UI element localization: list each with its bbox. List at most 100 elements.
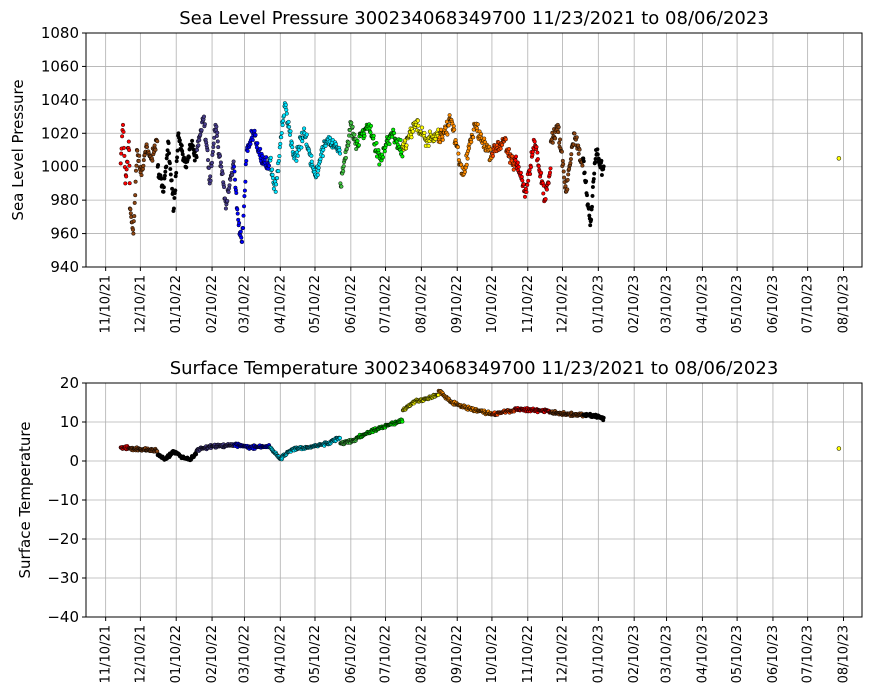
data-point	[124, 167, 129, 172]
data-point	[127, 148, 132, 153]
data-point	[309, 153, 314, 158]
y-axis-label: Surface Temperature	[16, 422, 34, 579]
data-point	[318, 157, 323, 162]
x-tick-label: 03/10/23	[660, 275, 675, 333]
data-point	[349, 120, 354, 125]
data-point	[241, 204, 247, 209]
series	[127, 445, 160, 454]
data-point	[482, 136, 487, 141]
data-point	[177, 138, 182, 143]
data-point	[316, 165, 321, 170]
data-point	[289, 141, 294, 146]
data-point	[216, 145, 221, 150]
data-point	[299, 145, 304, 150]
data-point	[548, 166, 553, 171]
data-point	[209, 160, 215, 165]
data-point	[166, 141, 171, 146]
data-point	[532, 139, 537, 144]
x-tick-label: 07/10/23	[801, 625, 816, 683]
data-point	[451, 124, 456, 129]
data-point	[524, 189, 529, 195]
data-point	[121, 129, 126, 134]
data-point	[599, 172, 604, 178]
data-point	[235, 207, 240, 212]
data-point	[179, 143, 184, 148]
y-tick-label: 1080	[41, 24, 79, 42]
x-tick-label: 06/10/23	[766, 625, 781, 683]
series	[513, 406, 553, 415]
x-tick-label: 08/10/23	[836, 625, 851, 683]
series	[155, 448, 199, 463]
data-point	[240, 239, 245, 244]
data-point	[562, 175, 567, 180]
data-point	[302, 126, 307, 131]
data-point	[447, 113, 452, 118]
data-point	[528, 165, 534, 170]
y-tick-label: 980	[50, 191, 79, 209]
data-point	[568, 157, 573, 162]
data-point	[241, 225, 246, 231]
data-point	[595, 152, 600, 157]
data-point	[235, 211, 240, 216]
data-point	[516, 164, 521, 169]
data-point	[141, 163, 146, 168]
data-point	[577, 147, 582, 152]
x-tick-label: 05/10/22	[308, 275, 323, 333]
series	[267, 435, 343, 462]
temperature-chart: −40 −30 −20 −10 0 10 20 11/10/21 12/10/21 01/10/2…	[16, 358, 863, 683]
data-point	[239, 235, 244, 240]
data-point	[522, 194, 528, 199]
data-point	[121, 145, 126, 150]
data-point	[230, 172, 235, 177]
data-point	[544, 187, 549, 192]
data-point	[295, 153, 300, 158]
data-point	[275, 176, 280, 181]
data-point	[543, 197, 548, 202]
data-point	[211, 141, 216, 146]
data-point	[127, 163, 132, 168]
data-point	[574, 135, 579, 140]
series	[436, 113, 494, 178]
x-tick-label: 01/10/23	[591, 625, 606, 683]
series	[581, 147, 606, 228]
y-tick-label: 10	[60, 413, 79, 431]
chart-title: Surface Temperature 300234068349700 11/2…	[170, 358, 779, 379]
data-point	[528, 171, 533, 177]
data-point	[541, 191, 546, 196]
data-point	[599, 158, 604, 163]
data-point	[270, 172, 275, 177]
x-tick-label: 07/10/23	[801, 275, 816, 333]
data-point	[595, 147, 600, 152]
data-point	[337, 436, 343, 441]
data-point	[420, 125, 425, 130]
series	[400, 118, 441, 152]
data-point	[355, 138, 360, 143]
data-point	[590, 184, 595, 190]
data-point	[194, 452, 199, 457]
data-point	[276, 169, 281, 174]
data-point	[309, 159, 314, 164]
data-point	[400, 154, 405, 159]
data-point	[130, 227, 136, 232]
data-point	[141, 158, 146, 163]
data-point	[134, 163, 139, 168]
data-point	[205, 158, 211, 163]
data-point	[190, 138, 195, 143]
x-tick-label: 03/10/22	[237, 625, 252, 683]
data-point	[184, 165, 189, 170]
data-point	[590, 193, 595, 198]
data-point	[220, 171, 225, 176]
data-point	[243, 179, 248, 184]
data-point	[139, 173, 144, 178]
data-point	[168, 166, 173, 172]
data-point	[172, 195, 177, 201]
data-point	[231, 164, 237, 169]
data-point	[400, 419, 405, 424]
data-point	[382, 149, 387, 154]
data-point	[150, 158, 155, 163]
series	[581, 411, 606, 423]
data-point	[169, 178, 174, 183]
plot-frame	[85, 32, 863, 268]
data-point	[341, 164, 346, 169]
